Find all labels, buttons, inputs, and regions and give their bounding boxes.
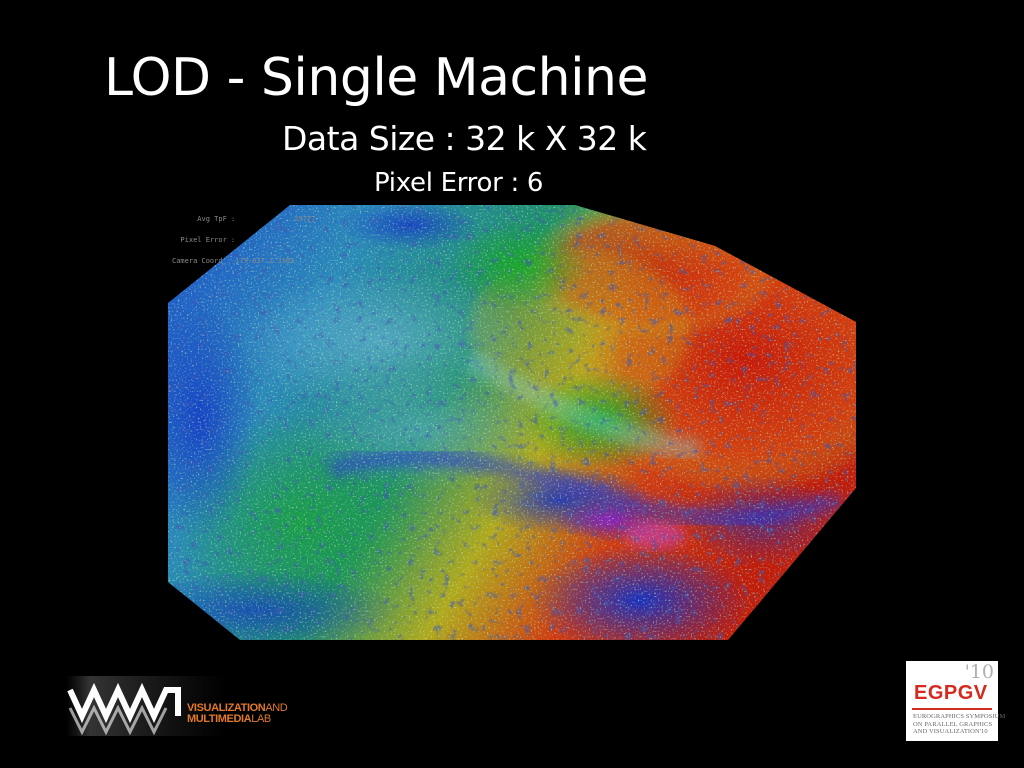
vml-lab-name: VISUALIZATIONAND MULTIMEDIALAB <box>187 702 288 725</box>
camera-coord-readout: Camera Coord : 175.637 1.3103 <box>172 257 295 265</box>
egpgv-year: '10 <box>964 661 994 683</box>
egpgv-desc-line2: on Parallel Graphics <box>913 720 993 728</box>
egpgv-desc-line1: Eurographics Symposium <box>913 713 1006 720</box>
lab-name-line2-suffix: LAB <box>251 713 271 725</box>
avg-tpf-readout: Avg TpF : 29777 <box>172 215 316 223</box>
vml-lab-logo <box>66 676 226 736</box>
egpgv-logo: '10 EGPGV Eurographics Symposium on Para… <box>906 661 1005 741</box>
egpgv-desc-line3: and Visualization'10 <box>913 728 988 735</box>
lab-name-line1: VISUALIZATION <box>187 702 266 714</box>
pixel-error-readout: Pixel Error : <box>172 236 236 244</box>
lab-name-line1-suffix: AND <box>265 702 288 714</box>
debug-overlay: Avg TpF : 29777 Pixel Error : Camera Coo… <box>172 202 315 272</box>
egpgv-description: Eurographics Symposium on Parallel Graph… <box>913 713 1005 736</box>
egpgv-name: EGPGV <box>914 682 988 704</box>
data-size-subtitle: Data Size : 32 k X 32 k <box>282 119 647 158</box>
pixel-error-subtitle: Pixel Error : 6 <box>374 168 544 198</box>
terrain-surface <box>168 205 856 640</box>
slide-title: LOD - Single Machine <box>104 48 648 108</box>
egpgv-divider <box>912 708 992 710</box>
lab-name-line2: MULTIMEDIA <box>187 713 252 725</box>
